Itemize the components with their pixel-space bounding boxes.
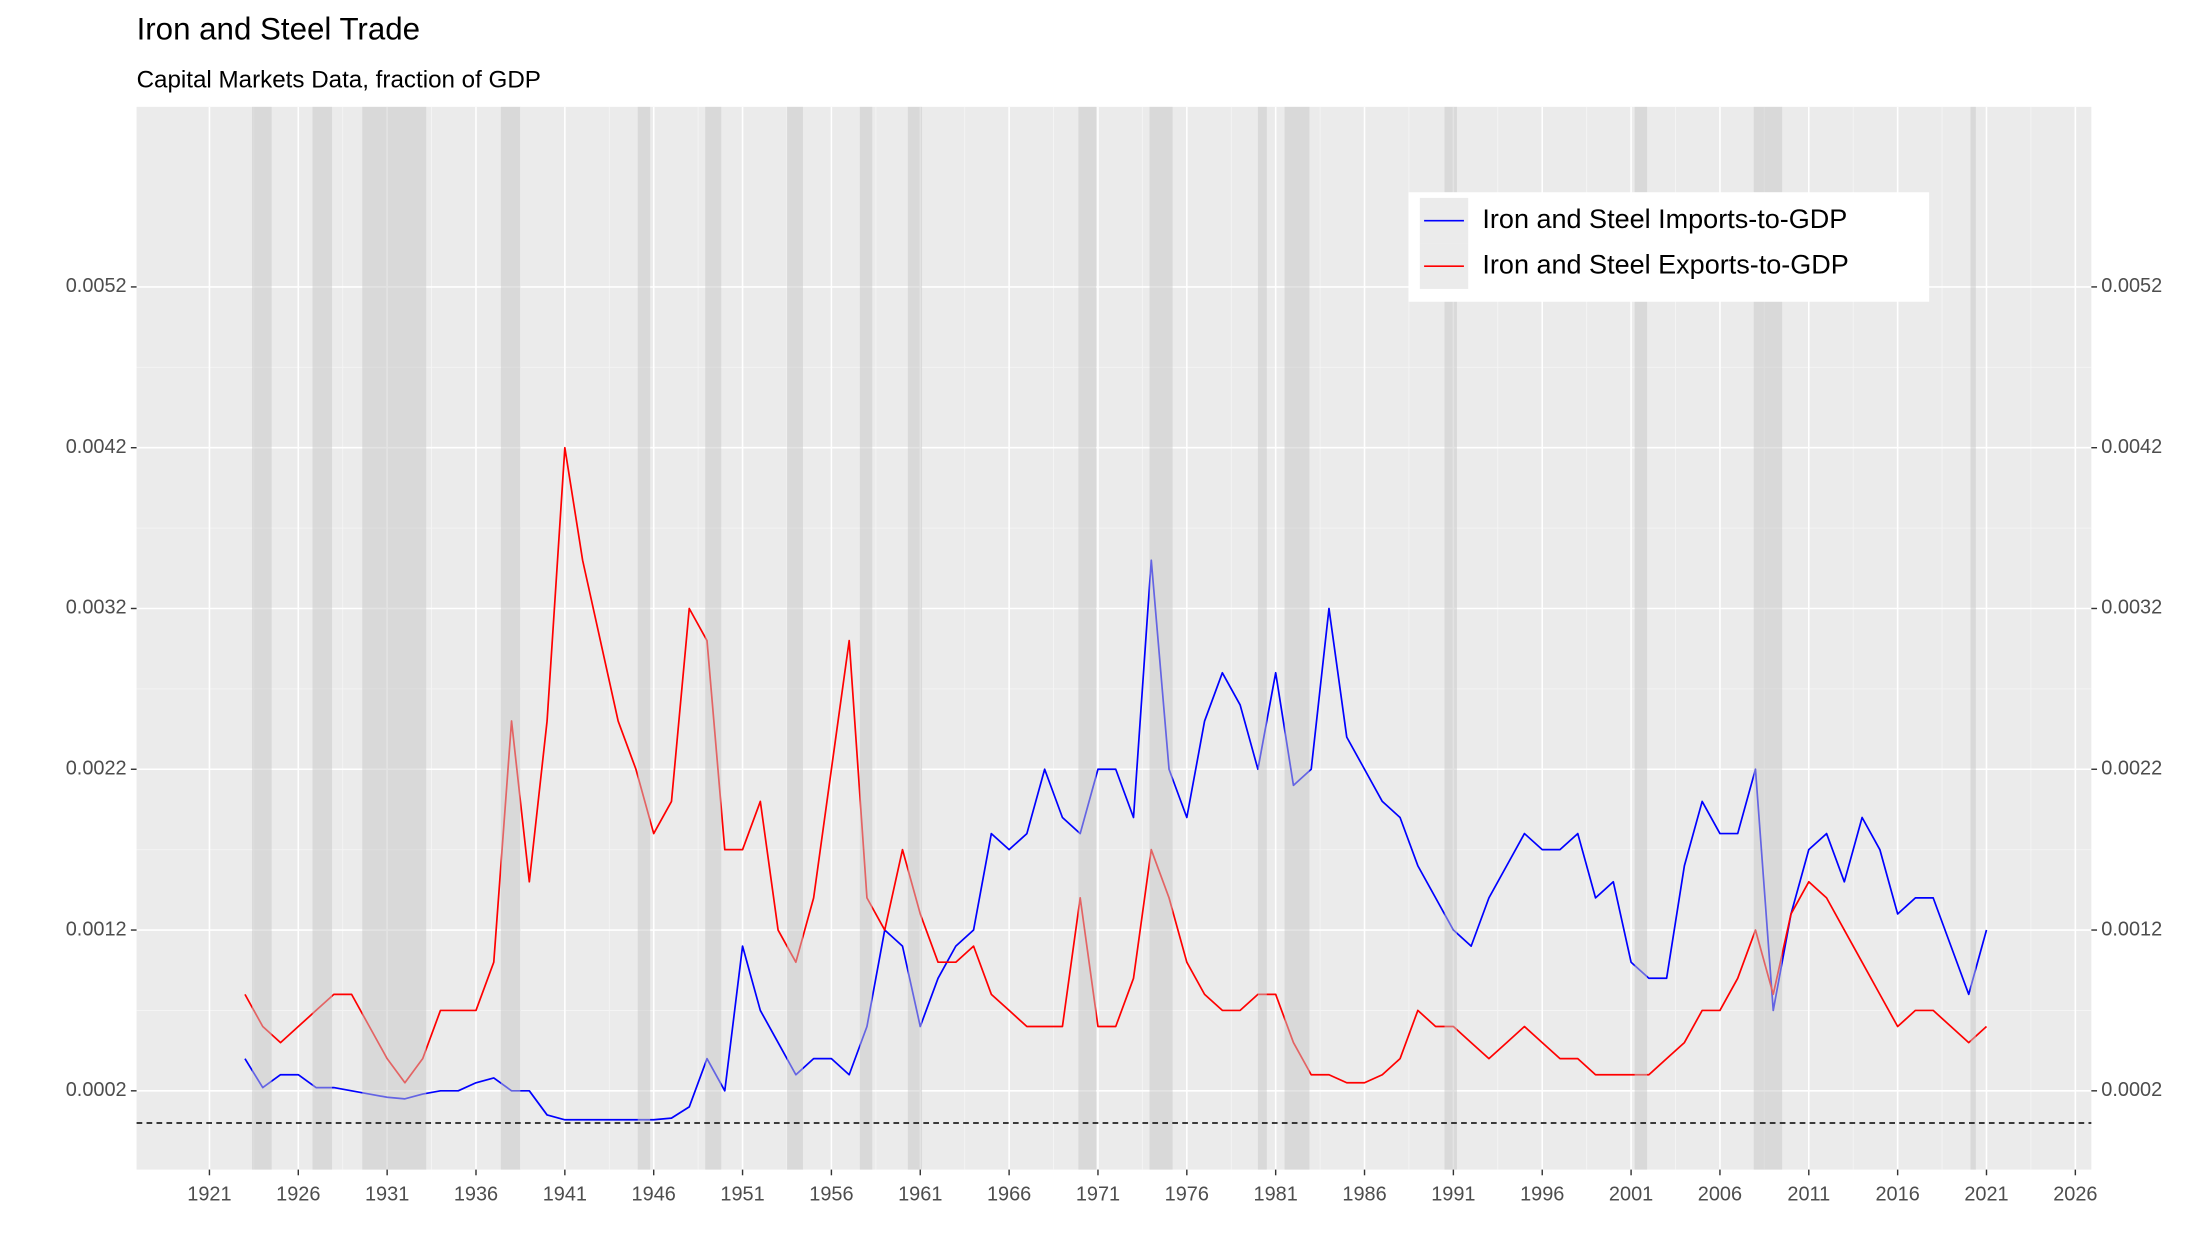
y-tick-label: 0.0002	[66, 1079, 127, 1101]
y-tick-label: 0.0042	[66, 436, 127, 458]
x-tick-label: 2026	[2053, 1183, 2097, 1205]
y2-tick-label: 0.0022	[2101, 758, 2162, 780]
recession-band	[786, 106, 803, 1170]
y-tick-label: 0.0012	[66, 918, 127, 940]
recession-band	[252, 106, 272, 1170]
y-tick-label: 0.0032	[66, 597, 127, 619]
x-tick-label: 1966	[987, 1183, 1031, 1205]
y2-tick-label: 0.0042	[2101, 436, 2162, 458]
y-tick-label: 0.0022	[66, 758, 127, 780]
recession-band	[312, 106, 333, 1170]
recession-band	[500, 106, 521, 1170]
y2-tick-label: 0.0012	[2101, 918, 2162, 940]
y2-tick-label: 0.0032	[2101, 597, 2162, 619]
recession-band	[705, 106, 722, 1170]
y2-tick-label: 0.0002	[2101, 1079, 2162, 1101]
recession-band	[1634, 106, 1648, 1170]
legend-box	[1408, 192, 1930, 302]
series-line	[244, 446, 1988, 1084]
recession-band	[1284, 106, 1310, 1170]
series-line	[244, 559, 1988, 1121]
recession-band	[859, 106, 873, 1170]
x-tick-label: 1941	[543, 1183, 587, 1205]
x-tick-label: 1976	[1165, 1183, 1209, 1205]
recession-band	[362, 106, 427, 1170]
recession-band	[637, 106, 651, 1170]
x-tick-label: 1946	[632, 1183, 676, 1205]
y2-tick-label: 0.0052	[2101, 275, 2162, 297]
recession-band	[1257, 106, 1267, 1170]
x-tick-label: 1936	[454, 1183, 498, 1205]
chart-subtitle: Capital Markets Data, fraction of GDP	[137, 67, 541, 94]
x-tick-label: 2001	[1609, 1183, 1653, 1205]
y-tick-label: 0.0052	[66, 275, 127, 297]
x-tick-label: 2016	[1875, 1183, 1919, 1205]
x-tick-label: 2021	[1964, 1183, 2008, 1205]
x-tick-label: 1971	[1076, 1183, 1120, 1205]
x-tick-label: 2006	[1698, 1183, 1742, 1205]
recession-band	[1970, 106, 1976, 1170]
x-tick-label: 1986	[1342, 1183, 1386, 1205]
recession-band	[1444, 106, 1457, 1170]
x-tick-label: 1951	[720, 1183, 764, 1205]
x-tick-label: 1981	[1254, 1183, 1298, 1205]
recession-band	[1149, 106, 1173, 1170]
x-tick-label: 1956	[809, 1183, 853, 1205]
recession-band	[1078, 106, 1097, 1170]
legend-label: Iron and Steel Imports-to-GDP	[1482, 204, 1847, 234]
x-tick-label: 1996	[1520, 1183, 1564, 1205]
legend-label: Iron and Steel Exports-to-GDP	[1482, 249, 1848, 279]
x-tick-label: 2011	[1787, 1183, 1830, 1205]
x-tick-label: 1921	[187, 1183, 231, 1205]
x-tick-label: 1926	[276, 1183, 320, 1205]
x-tick-label: 1961	[898, 1183, 942, 1205]
recession-band	[907, 106, 923, 1170]
chart-title: Iron and Steel Trade	[137, 12, 420, 47]
x-tick-label: 1991	[1431, 1183, 1475, 1205]
x-tick-label: 1931	[365, 1183, 409, 1205]
